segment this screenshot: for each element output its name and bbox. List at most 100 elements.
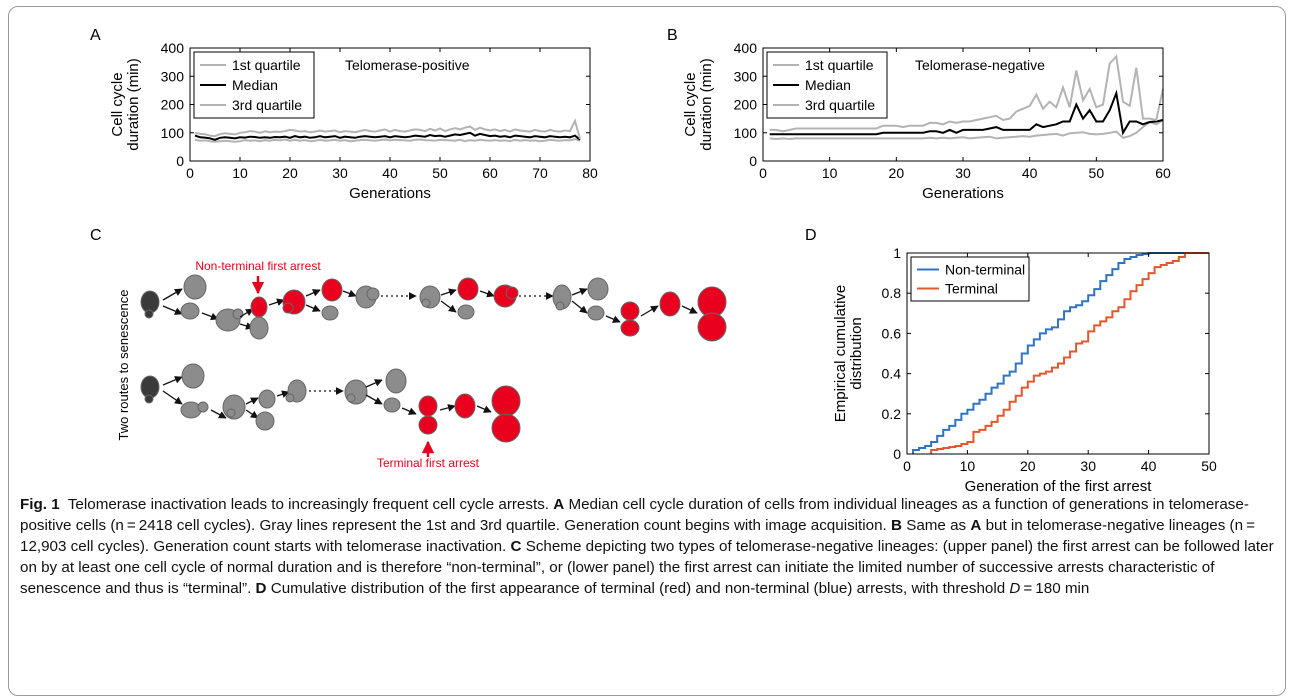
panel-annotation-b: Telomerase-negative: [915, 57, 1045, 73]
cell-arrest: [491, 385, 521, 417]
legend-label-b: 1st quartile: [805, 57, 874, 73]
x-tick-label-b: 50: [1089, 165, 1105, 181]
series-line-a-median: [194, 131, 581, 141]
figure-panels: A B C D 0 10 20 30 40 50 60 70 800100200300400Ge…: [90, 27, 1217, 495]
arrow: [201, 312, 219, 321]
legend-label-a: 3rd quartile: [232, 97, 302, 113]
cell-normal: [346, 393, 356, 403]
x-tick-label-b: 30: [955, 165, 971, 181]
caption-a-label: A: [553, 496, 565, 513]
cell-normal: [285, 393, 295, 403]
arrow: [305, 289, 321, 297]
y-tick-label-a: 0: [176, 153, 184, 169]
cell-normal: [587, 305, 605, 321]
caption-c-label: C: [510, 538, 522, 555]
arrow: [439, 404, 456, 412]
caption-b-text: but in telomerase-negative lineages (n =…: [20, 517, 1259, 555]
arrow: [162, 288, 183, 301]
cell-normal: [249, 316, 269, 340]
arrow: [440, 300, 457, 313]
x-tick-label-d: 30: [1080, 458, 1096, 474]
panel-annotation-a: Telomerase-positive: [345, 57, 470, 73]
y-tick-label-b: 300: [734, 68, 758, 84]
x-tick-label-a: 10: [232, 165, 248, 181]
arrow: [210, 409, 227, 419]
x-tick-label-a: 20: [282, 165, 298, 181]
cell-normal: [555, 301, 565, 311]
arrow: [305, 304, 321, 312]
arrow: [239, 308, 254, 318]
x-tick-label-b: 20: [889, 165, 905, 181]
cell-normal: [226, 408, 236, 418]
arrow: [476, 405, 492, 413]
series-line-d-non-terminal: [912, 252, 1209, 454]
cell-normal: [197, 401, 209, 413]
y-tick-label-d: 0: [893, 446, 901, 462]
legend-label-b: 3rd quartile: [805, 97, 875, 113]
y-tick-label-a: 300: [161, 68, 185, 84]
cell-arrest: [620, 319, 640, 337]
arrow: [571, 287, 588, 296]
arrow: [605, 315, 621, 323]
cell-arrest: [418, 415, 438, 435]
y-tick-label-d: 0.8: [882, 285, 902, 301]
arrow: [268, 298, 285, 306]
panel-label-c: C: [90, 227, 102, 244]
x-tick-label-a: 60: [482, 165, 498, 181]
x-tick-label-d: 10: [960, 458, 976, 474]
plot-frame-d: [906, 252, 1210, 455]
y-tick-label-a: 200: [161, 97, 185, 113]
legend-box-a: [193, 51, 315, 119]
cell-arrest: [250, 296, 268, 318]
caption-intro: Telomerase inactivation leads to increas…: [67, 496, 550, 513]
nonterminal-arrest-label: Non-terminal first arrest: [195, 259, 321, 273]
terminal-arrest-label: Terminal first arrest: [377, 456, 480, 470]
cell-arrest: [620, 301, 640, 321]
y-tick-label-b: 200: [734, 97, 758, 113]
panel-label-d: D: [805, 227, 817, 244]
arrow: [365, 379, 383, 388]
x-tick-label-b: 60: [1155, 165, 1171, 181]
series-line-b-3rd-quartile: [769, 54, 1164, 133]
legend-label-a: 1st quartile: [232, 57, 301, 73]
cell-normal: [421, 298, 431, 308]
x-tick-label-a: 70: [532, 165, 548, 181]
cell-normal: [255, 411, 275, 431]
arrow: [401, 407, 417, 415]
caption-b-pre: Same as: [906, 517, 967, 534]
x-tick-label-a: 80: [582, 165, 598, 181]
y-axis-label-d: Empirical cumulative: [832, 285, 849, 423]
chart-panel-d: 0 10 20 30 40 50 0 0.2 0.4 0.6 0.8 1 Generation of t…: [832, 245, 1217, 495]
series-line-b-1st-quartile: [769, 119, 1164, 141]
y-tick-label-b: 0: [749, 153, 757, 169]
y-tick-label-a: 100: [161, 125, 185, 141]
cell-normal: [183, 274, 207, 300]
cell-normal: [383, 397, 401, 413]
y-tick-label-d: 0.4: [882, 366, 902, 382]
arrow: [162, 390, 183, 405]
series-line-d-terminal: [930, 252, 1209, 454]
cell-normal: [366, 287, 380, 301]
panel-label-b: B: [667, 27, 678, 44]
cell-normal: [180, 302, 200, 320]
figure-caption: Fig. 1 Telomerase inactivation leads to …: [20, 494, 1275, 599]
x-axis-label-d: Generation of the first arrest: [965, 478, 1153, 495]
y-axis-label-a: duration (min): [125, 58, 142, 151]
cell-arrest: [454, 393, 476, 419]
x-tick-label-b: 40: [1022, 165, 1038, 181]
legend-label-d: Terminal: [945, 281, 998, 297]
cell-normal: [180, 401, 202, 419]
legend-label-b: Median: [805, 77, 851, 93]
x-tick-label-a: 40: [382, 165, 398, 181]
chart-panel-b: 0 10 20 30 40 50 60 0 100 200 300 400 Generations Cel…: [682, 40, 1171, 202]
caption-a-text: Median cell cycle duration of cells from…: [20, 496, 1249, 534]
x-axis-label-a: Generations: [349, 185, 431, 202]
y-tick-label-a: 400: [161, 40, 185, 56]
x-tick-label-b: 10: [822, 165, 838, 181]
arrow: [640, 305, 659, 317]
x-tick-label-d: 20: [1020, 458, 1036, 474]
caption-d-symbol: D: [1009, 580, 1021, 597]
cell-arrest: [697, 312, 727, 342]
cell-dark: [144, 309, 154, 319]
x-tick-label-a: 0: [186, 165, 194, 181]
